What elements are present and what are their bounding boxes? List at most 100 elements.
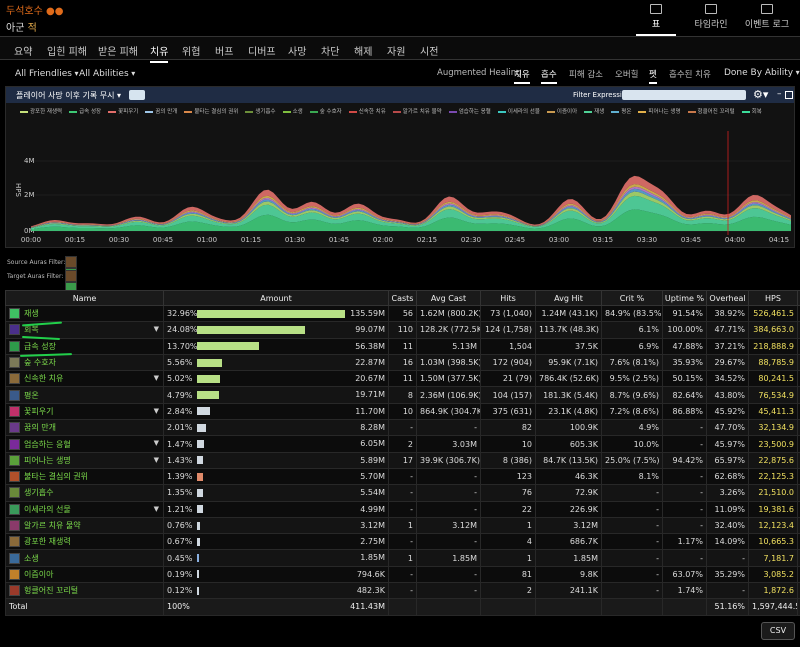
legend-item[interactable]: 회복	[741, 108, 762, 117]
table-row[interactable]: 엄습하는 응혈 ▼ 1.47% 6.05M 2 3.03M 10 605.3K 10.0% -45…	[5, 435, 800, 453]
spell-name[interactable]: 신속한 치유	[24, 374, 64, 384]
col-hits[interactable]: Hits	[480, 290, 536, 306]
spell-name-cell[interactable]: 회복 ▼	[5, 321, 164, 339]
spell-name-cell[interactable]: 이세라의 선물 ▼	[5, 500, 164, 518]
col-amount[interactable]: Amount	[163, 290, 389, 306]
legend-item[interactable]: 평온	[611, 108, 631, 117]
col-crit[interactable]: Crit %	[601, 290, 663, 306]
spell-name-cell[interactable]: 꿈의 만개	[5, 419, 164, 437]
abilities-dropdown[interactable]: All Abilities	[79, 69, 135, 79]
expand-chevron-icon[interactable]: ▼	[153, 504, 159, 513]
col-avg-hit[interactable]: Avg Hit	[535, 290, 602, 306]
spell-name-cell[interactable]: 급속 성장	[5, 337, 164, 355]
nav-damage-done[interactable]: 입힌 피해	[47, 47, 87, 58]
table-row[interactable]: 재생 32.96% 135.59M 56 1.62M (800.2K) 73 (1,040…	[5, 304, 800, 323]
table-row[interactable]: 꽃피우기 ▼ 2.84% 11.70M 10 864.9K (304.7K) 375 (63…	[5, 402, 800, 421]
spell-name-cell[interactable]: 소생	[5, 549, 164, 567]
col-avg-cast[interactable]: Avg Cast	[416, 290, 481, 306]
friendlies-dropdown[interactable]: All Friendlies	[15, 69, 79, 79]
spell-name[interactable]: 급속 성장	[24, 341, 56, 351]
metric-healing[interactable]: 치유	[514, 68, 530, 84]
gear-icon[interactable]: ⚙▾	[753, 88, 769, 101]
spell-name-cell[interactable]: 헝클어진 꼬리털	[5, 582, 164, 600]
spell-name[interactable]: 헝클어진 꼬리털	[24, 586, 79, 596]
spell-name-cell[interactable]: 이즘이아	[5, 565, 164, 584]
maximize-icon[interactable]	[785, 91, 793, 99]
table-row[interactable]: 불타는 결심의 권위 1.39% 5.70M - -123 46.3K 8.1% -62.68…	[5, 467, 800, 486]
view-tab-timeline[interactable]: 타임라인	[688, 4, 734, 36]
metric-absorbed-healing[interactable]: 흡수된 치유	[669, 70, 711, 80]
nav-casts[interactable]: 시전	[420, 47, 439, 58]
spell-name[interactable]: 회복	[24, 325, 39, 335]
legend-item[interactable]: 숲 수호자	[309, 108, 342, 117]
expand-chevron-icon[interactable]: ▼	[153, 325, 159, 334]
spell-name-cell[interactable]: 신속한 치유 ▼	[5, 370, 164, 388]
expand-chevron-icon[interactable]: ▼	[153, 406, 159, 415]
col-overheal[interactable]: Overheal	[706, 290, 749, 306]
spell-name-cell[interactable]: 광포한 재생력	[5, 533, 164, 551]
legend-item[interactable]: 피어나는 생명	[638, 108, 681, 117]
aura-icon[interactable]	[65, 270, 77, 282]
spell-name[interactable]: 이세라의 선물	[24, 504, 71, 514]
spell-name-cell[interactable]: 생기흡수	[5, 484, 164, 502]
table-row[interactable]: 알가르 치유 물약 0.76% 3.12M 1 3.12M 1 3.12M - -32.40% 1…	[5, 516, 800, 535]
spell-name[interactable]: 불타는 결심의 권위	[24, 472, 88, 482]
spell-name[interactable]: 피어나는 생명	[24, 455, 71, 465]
nav-resources[interactable]: 자원	[387, 47, 406, 58]
spell-name[interactable]: 엄습하는 응혈	[24, 439, 71, 449]
plus-icon[interactable]: +	[797, 598, 800, 616]
metric-absorb[interactable]: 흡수	[541, 68, 557, 84]
spell-name[interactable]: 숲 수호자	[24, 358, 56, 368]
faction-switch[interactable]: 아군 적	[6, 19, 37, 34]
csv-button[interactable]: CSV	[761, 622, 795, 640]
spell-name[interactable]: 광포한 재생력	[24, 537, 71, 547]
spell-name[interactable]: 꽃피우기	[24, 406, 54, 416]
spell-name-cell[interactable]: 불타는 결심의 권위	[5, 467, 164, 486]
legend-item[interactable]: 급속 성장	[69, 108, 101, 117]
view-tab-events[interactable]: 이벤트 로그	[740, 4, 794, 36]
spell-name[interactable]: 꿈의 만개	[24, 423, 56, 433]
table-row[interactable]: 이세라의 선물 ▼ 1.21% 4.99M - -22 226.9K - -11.09% 19,3…	[5, 500, 800, 518]
spell-name[interactable]: 생기흡수	[24, 488, 54, 498]
spell-name[interactable]: 알가르 치유 물약	[24, 521, 81, 530]
legend-item[interactable]: 재생	[584, 108, 604, 117]
spell-name-cell[interactable]: 피어나는 생명 ▼	[5, 451, 164, 469]
legend-item[interactable]: 엄습하는 응혈	[448, 108, 491, 117]
done-by-dropdown[interactable]: Done By Ability	[724, 68, 800, 78]
spell-name[interactable]: 소생	[24, 553, 39, 563]
minimize-icon[interactable]: –	[777, 89, 782, 99]
spell-name-cell[interactable]: 평온	[5, 386, 164, 404]
legend-item[interactable]: 불타는 결심의 권위	[184, 108, 238, 117]
enemy-link[interactable]: 적	[27, 23, 37, 34]
legend-item[interactable]: 신속한 치유	[348, 108, 386, 117]
nav-damage-taken[interactable]: 받은 피해	[98, 47, 138, 58]
table-row[interactable]: 헝클어진 꼬리털 0.12% 482.3K - -2 241.1K -1.74% -1,872…	[5, 582, 800, 600]
nav-dispels[interactable]: 해제	[354, 47, 373, 58]
table-row[interactable]: 꿈의 만개 2.01% 8.28M - -82 100.9K 4.9% -47.70% 32,1…	[5, 419, 800, 437]
graph-toggle-box[interactable]	[129, 90, 145, 100]
nav-summary[interactable]: 요약	[14, 47, 33, 58]
view-tab-table[interactable]: 표	[636, 4, 676, 36]
table-row[interactable]: 급속 성장 13.70% 56.38M 11 5.13M 1,504 37.5K 6.9% 47…	[5, 337, 800, 355]
spell-name[interactable]: 재생	[24, 309, 39, 319]
table-row[interactable]: 회복 ▼ 24.08% 99.07M 110 128.2K (772.5K) 124 (1,…	[5, 321, 800, 339]
legend-item[interactable]: 알가르 치유 물약	[392, 108, 442, 117]
spell-name-cell[interactable]: 꽃피우기 ▼	[5, 402, 164, 421]
nav-buffs[interactable]: 버프	[215, 47, 234, 58]
spell-name-cell[interactable]: 알가르 치유 물약	[5, 516, 164, 535]
legend-item[interactable]: 이즘이아	[546, 108, 577, 117]
nav-debuffs[interactable]: 디버프	[248, 47, 276, 58]
spell-name-cell[interactable]: 숲 수호자	[5, 353, 164, 372]
friendly-link[interactable]: 아군	[6, 23, 25, 34]
spell-name-cell[interactable]: 엄습하는 응혈 ▼	[5, 435, 164, 453]
table-row[interactable]: 평온 4.79% 19.71M 8 2.36M (106.9K) 104 (157) 181…	[5, 386, 800, 404]
expand-chevron-icon[interactable]: ▼	[153, 439, 159, 448]
expand-chevron-icon[interactable]: ▼	[153, 455, 159, 464]
col-name[interactable]: Name	[5, 290, 164, 306]
table-row[interactable]: 광포한 재생력 0.67% 2.75M - -4 686.7K -1.17% 14.09% 10…	[5, 533, 800, 551]
table-row[interactable]: 신속한 치유 ▼ 5.02% 20.67M 11 1.50M (377.5K) 21 (79…	[5, 370, 800, 388]
nav-interrupts[interactable]: 차단	[321, 47, 340, 58]
col-casts[interactable]: Casts	[388, 290, 417, 306]
